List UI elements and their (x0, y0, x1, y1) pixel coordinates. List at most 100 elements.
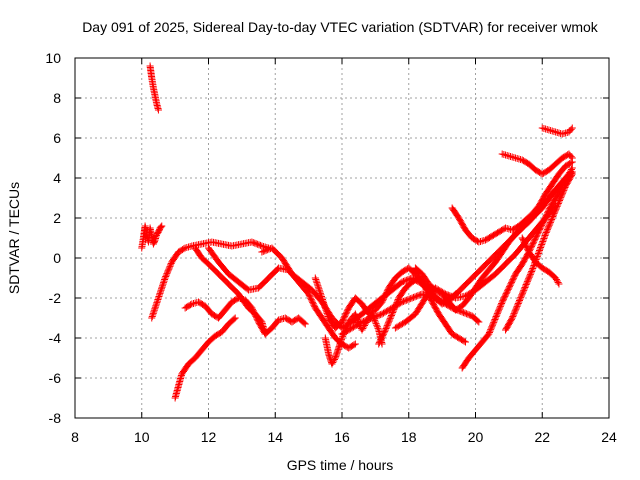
trace-1 (146, 62, 162, 114)
data-point (315, 286, 323, 294)
data-point (154, 294, 162, 302)
data-point (372, 320, 380, 328)
data-point (165, 264, 173, 272)
data-point (330, 357, 338, 365)
data-point (300, 319, 308, 327)
data-point (447, 292, 455, 300)
data-point (394, 322, 402, 330)
data-point (523, 279, 531, 287)
data-point (358, 326, 366, 334)
data-point (512, 304, 520, 312)
data-point (546, 218, 554, 226)
data-point (390, 306, 398, 314)
data-point (458, 308, 466, 316)
data-point (540, 235, 548, 242)
data-point (518, 291, 526, 299)
data-point (385, 317, 393, 325)
data-point (153, 297, 161, 305)
data-point (384, 307, 392, 315)
data-point (316, 288, 324, 296)
data-point (402, 276, 410, 284)
trace-18 (502, 170, 576, 334)
data-point (373, 323, 381, 331)
data-point (487, 326, 495, 334)
data-point (511, 308, 519, 316)
data-point (548, 215, 556, 223)
data-point (557, 192, 565, 200)
trace-3 (148, 238, 273, 322)
data-point (251, 239, 259, 247)
data-point (365, 315, 373, 323)
data-point (313, 280, 321, 288)
data-point (567, 159, 575, 167)
data-point (568, 124, 576, 132)
data-point (264, 246, 272, 254)
data-point (378, 310, 386, 318)
data-point (317, 291, 325, 299)
x-tick-label: 10 (134, 429, 150, 445)
data-point (339, 329, 347, 337)
data-point (377, 311, 385, 319)
data-point (383, 323, 391, 331)
data-point (540, 233, 548, 241)
data-point (432, 296, 440, 304)
data-point (317, 292, 325, 300)
x-tick-label: 12 (201, 429, 217, 445)
data-point (536, 245, 544, 253)
grid (75, 58, 609, 418)
data-point (150, 306, 158, 314)
data-point (516, 295, 524, 303)
data-point (396, 321, 404, 329)
x-tick-label: 24 (601, 429, 617, 445)
data-point (512, 305, 520, 313)
trace-19 (518, 234, 563, 288)
data-point (438, 298, 446, 306)
data-point (344, 320, 352, 328)
data-point (549, 211, 557, 219)
data-point (557, 194, 565, 202)
data-point (387, 313, 395, 321)
data-point (400, 297, 408, 305)
data-point (256, 241, 264, 249)
data-point (538, 239, 546, 247)
data-point (361, 317, 369, 325)
data-point (402, 296, 410, 304)
y-tick-label: -6 (49, 370, 62, 386)
data-point (559, 189, 567, 197)
data-point (372, 312, 380, 320)
data-point (524, 276, 532, 284)
data-point (491, 315, 499, 323)
data-point (541, 232, 549, 239)
data-point (316, 289, 324, 297)
data-point (556, 195, 564, 203)
data-point (514, 301, 522, 309)
data-point (555, 280, 563, 288)
data-point (157, 223, 165, 231)
data-point (313, 279, 321, 287)
x-tick-label: 18 (401, 429, 417, 445)
data-point (401, 277, 409, 285)
trace-15 (448, 158, 576, 246)
data-point (161, 274, 169, 282)
data-point (381, 326, 389, 334)
data-point (411, 293, 419, 301)
data-point (349, 323, 357, 331)
data-point (434, 296, 442, 304)
data-point (529, 263, 537, 271)
data-point (550, 210, 558, 218)
data-point (539, 236, 547, 244)
data-point (547, 217, 555, 225)
data-point (167, 261, 175, 269)
data-point (344, 327, 352, 335)
data-point (401, 297, 409, 305)
data-point (546, 220, 554, 228)
data-point (495, 307, 503, 315)
data-point (357, 319, 365, 327)
data-point (379, 309, 387, 317)
data-point (156, 288, 164, 296)
trace-4 (171, 314, 239, 402)
data-point (567, 125, 575, 133)
data-point (322, 306, 330, 314)
